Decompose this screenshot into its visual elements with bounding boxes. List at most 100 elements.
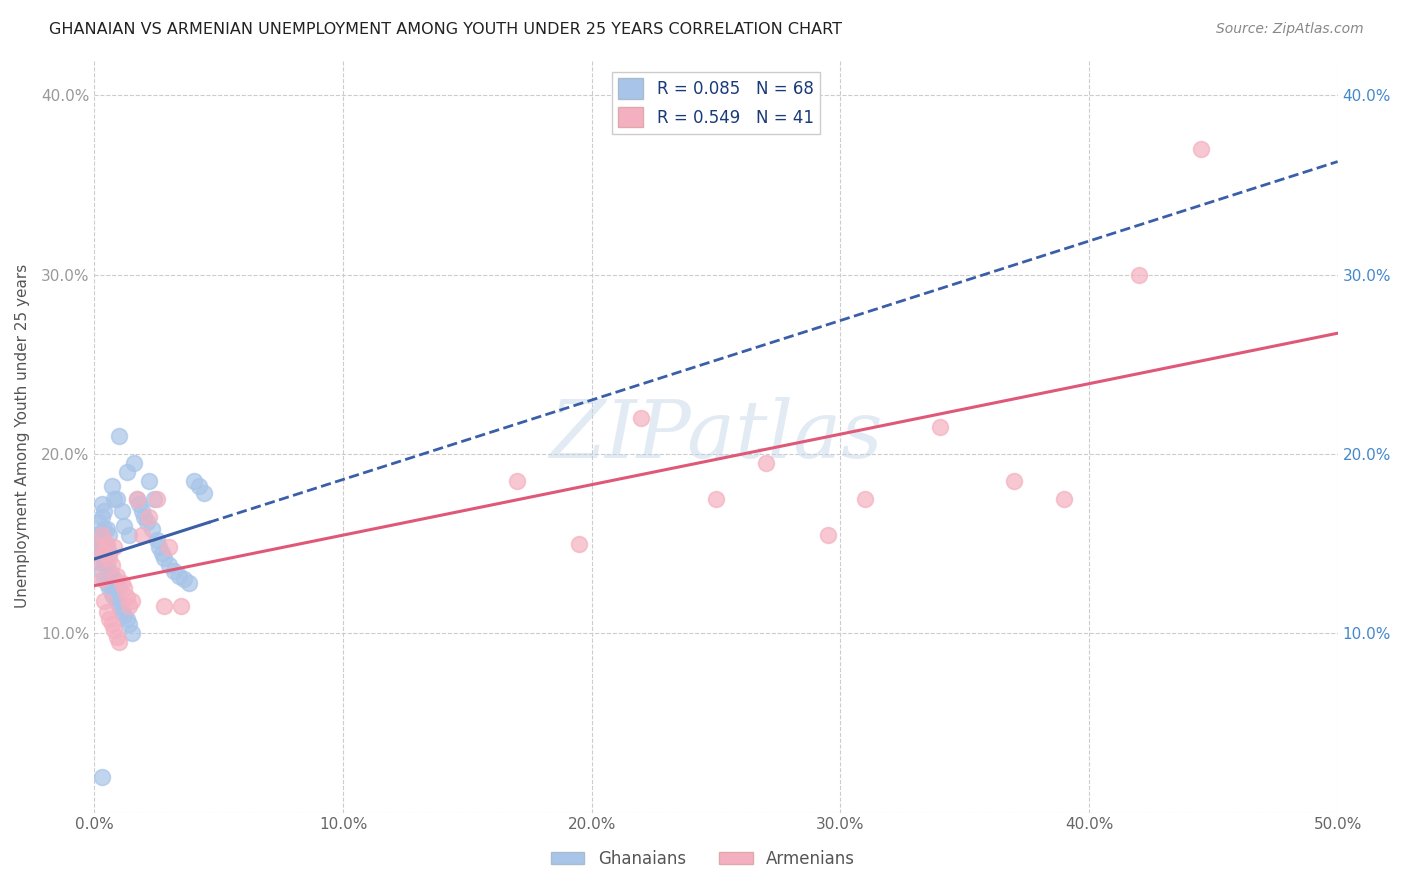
Point (90, 527, 112, 541)
Point (755, 456, 778, 470)
Point (93, 594, 115, 608)
Point (89, 540, 111, 554)
Point (183, 474, 205, 488)
Point (568, 536, 591, 550)
Point (101, 569, 124, 583)
Point (115, 591, 138, 605)
Point (177, 576, 200, 591)
Point (111, 576, 134, 591)
Point (115, 612, 138, 626)
Point (93, 555, 115, 569)
Point (105, 630, 128, 644)
Point (148, 540, 170, 554)
Point (93, 573, 115, 587)
Point (128, 497, 150, 511)
Point (90, 509, 112, 524)
Point (115, 465, 138, 479)
Point (89, 527, 111, 541)
Point (98, 564, 121, 578)
Point (111, 605, 134, 619)
Point (93, 522, 115, 536)
Point (150, 546, 173, 560)
Point (90, 573, 112, 587)
Point (145, 533, 167, 547)
Point (86, 536, 108, 550)
Point (108, 635, 131, 649)
Point (96, 540, 118, 554)
Point (167, 569, 190, 583)
Point (101, 479, 124, 493)
Point (90, 497, 112, 511)
Point (103, 491, 125, 506)
Point (138, 474, 160, 488)
Point (90, 770, 112, 784)
Point (157, 540, 180, 554)
Point (121, 594, 143, 608)
Text: GHANAIAN VS ARMENIAN UNEMPLOYMENT AMONG YOUTH UNDER 25 YEARS CORRELATION CHART: GHANAIAN VS ARMENIAN UNEMPLOYMENT AMONG … (49, 22, 842, 37)
Point (121, 626, 143, 640)
Point (153, 599, 176, 614)
Text: Source: ZipAtlas.com: Source: ZipAtlas.com (1216, 22, 1364, 37)
Point (630, 411, 652, 425)
Point (704, 491, 727, 506)
Point (143, 491, 166, 506)
Point (86, 527, 108, 541)
Point (105, 576, 128, 591)
Point (131, 527, 153, 541)
Point (90, 527, 112, 541)
Point (96, 536, 118, 550)
Point (118, 617, 141, 632)
Point (98, 582, 121, 596)
Point (112, 608, 135, 623)
Point (98, 612, 121, 626)
Point (103, 540, 125, 554)
Text: ZIPatlas: ZIPatlas (550, 397, 883, 475)
Point (89, 515, 111, 529)
Point (112, 518, 135, 533)
Point (112, 582, 135, 596)
Y-axis label: Unemployment Among Youth under 25 years: Unemployment Among Youth under 25 years (15, 264, 30, 608)
Point (96, 558, 118, 573)
Point (138, 509, 160, 524)
Point (96, 576, 118, 591)
Point (122, 456, 145, 470)
Point (163, 564, 186, 578)
Point (1189, 142, 1212, 156)
Point (101, 587, 124, 601)
Point (90, 546, 112, 560)
Point (103, 573, 125, 587)
Point (89, 540, 111, 554)
Point (193, 486, 215, 500)
Point (103, 591, 125, 605)
Point (141, 522, 163, 536)
Point (1128, 268, 1150, 282)
Point (93, 536, 115, 550)
Point (98, 551, 121, 566)
Point (125, 491, 148, 506)
Point (506, 474, 529, 488)
Point (105, 569, 128, 583)
Legend: Ghanaians, Armenians: Ghanaians, Armenians (544, 844, 862, 875)
Point (89, 555, 111, 569)
Point (1002, 474, 1025, 488)
Point (118, 527, 141, 541)
Point (86, 555, 108, 569)
Point (153, 551, 176, 566)
Point (90, 564, 112, 578)
Point (118, 599, 141, 614)
Point (135, 515, 157, 529)
Point (86, 546, 108, 560)
Point (145, 491, 167, 506)
Point (103, 623, 125, 637)
Point (1053, 491, 1076, 506)
Point (98, 546, 121, 560)
Point (108, 582, 131, 596)
Point (101, 617, 124, 632)
Point (173, 573, 195, 587)
Point (187, 479, 209, 493)
Point (93, 504, 115, 518)
Point (105, 491, 128, 506)
Legend: R = 0.085   N = 68, R = 0.549   N = 41: R = 0.085 N = 68, R = 0.549 N = 41 (612, 71, 820, 134)
Point (817, 527, 839, 541)
Point (101, 558, 124, 573)
